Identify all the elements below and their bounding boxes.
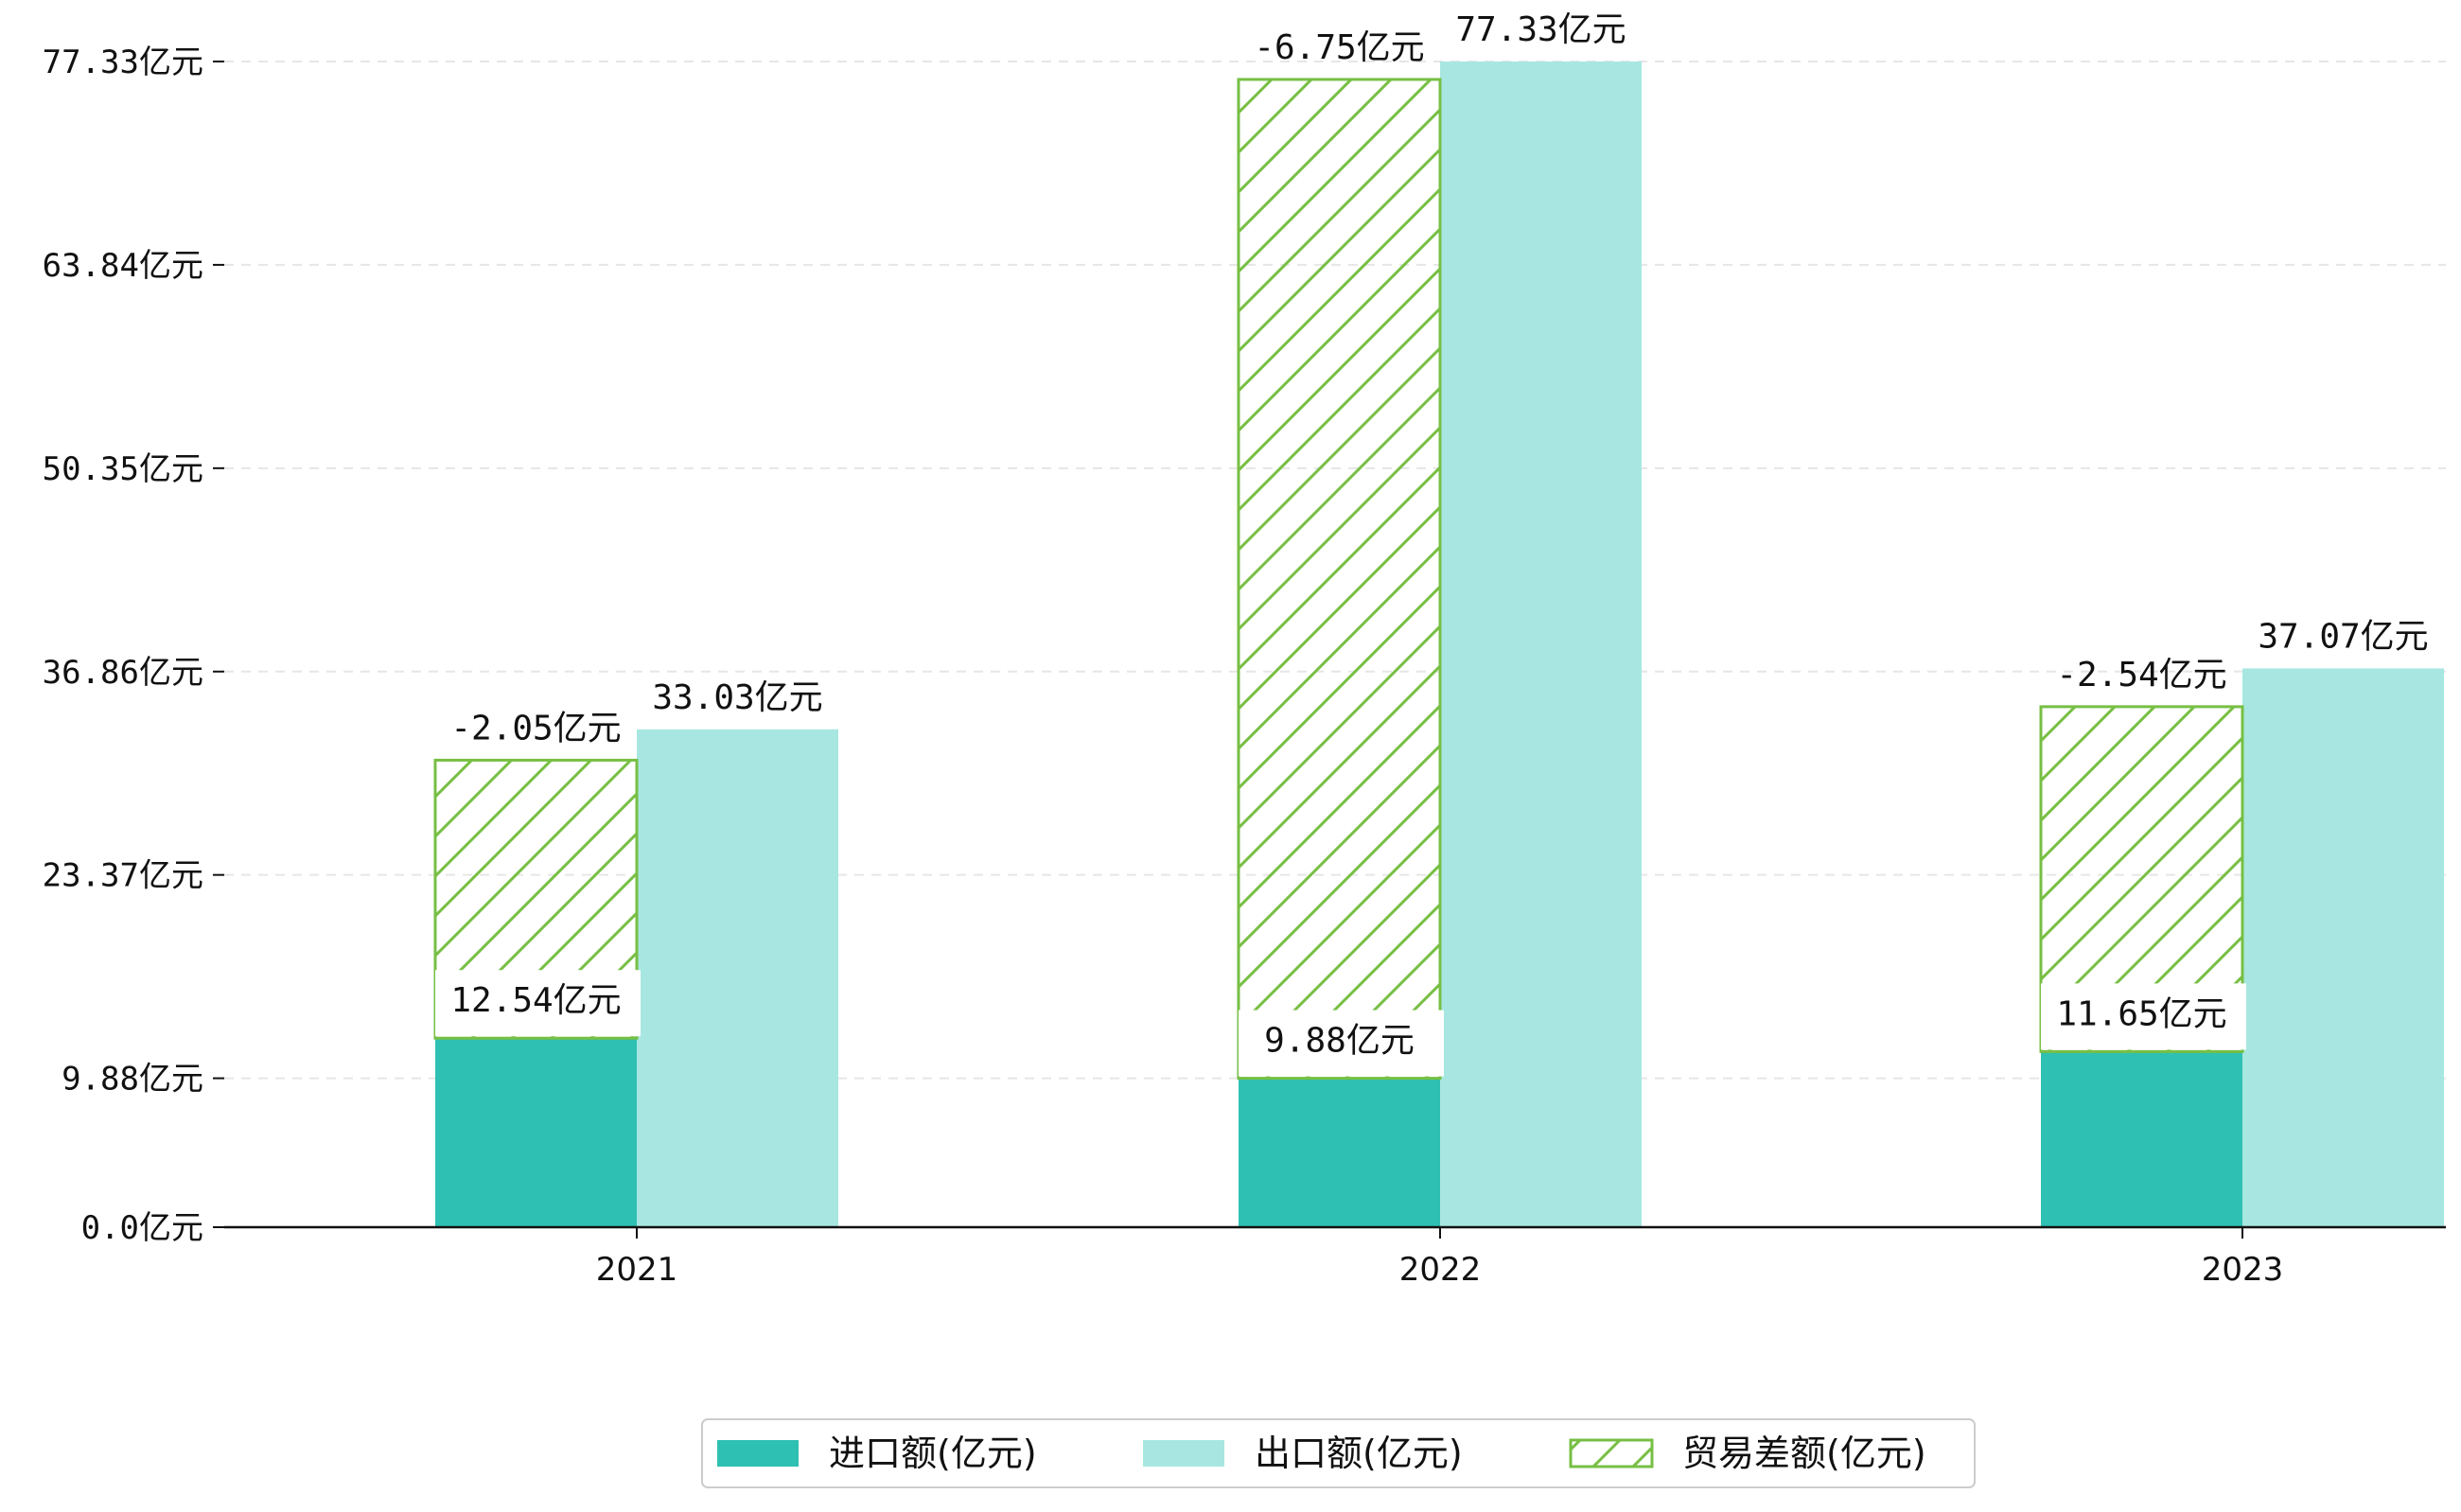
y-tick-label: 77.33亿元: [43, 44, 203, 81]
import-label-bg: [435, 970, 641, 1037]
legend-swatch: [1143, 1440, 1224, 1467]
export-data-label: 33.03亿元: [652, 678, 822, 717]
export-data-label: 37.07亿元: [2258, 617, 2428, 656]
import-label-bg: [2041, 983, 2246, 1050]
legend-box: [701, 1418, 1976, 1488]
y-tick-label: 9.88亿元: [62, 1061, 203, 1099]
y-tick-label: 63.84亿元: [43, 247, 203, 285]
export-bar: [1440, 62, 1642, 1227]
legend-label: 贸易差额(亿元): [1682, 1433, 1926, 1474]
trade-balance-data-label: -2.05亿元: [450, 709, 621, 747]
x-tick-label: 2021: [596, 1251, 678, 1289]
import-label-bg: [1239, 1010, 1444, 1077]
legend-swatch: [1569, 1438, 1654, 1468]
export-bar: [637, 729, 838, 1227]
legend-label: 进口额(亿元): [829, 1433, 1037, 1474]
legend-swatch: [717, 1440, 799, 1467]
import-bar: [435, 1038, 637, 1227]
import-data-label: 12.54亿元: [450, 981, 621, 1020]
y-tick-label: 0.0亿元: [81, 1209, 203, 1247]
export-bar: [2242, 668, 2444, 1227]
x-tick-label: 2022: [1399, 1251, 1482, 1289]
import-data-label: 11.65亿元: [2056, 994, 2226, 1033]
x-tick-label: 2023: [2202, 1251, 2284, 1289]
trade-balance-data-label: -2.54亿元: [2056, 656, 2226, 694]
y-tick-label: 36.86亿元: [43, 654, 203, 692]
y-tick-label: 50.35亿元: [43, 450, 203, 488]
export-data-label: 77.33亿元: [1455, 10, 1626, 49]
trade-balance-bar: [1237, 78, 1442, 1081]
trade-balance-data-label: -6.75亿元: [1254, 28, 1424, 67]
legend-label: 出口额(亿元): [1255, 1433, 1463, 1474]
data-labels: 12.54亿元 33.03亿元 -2.05亿元 9.88亿元 77.33亿元 -6.75亿…: [435, 10, 2429, 1077]
axes: 0.0亿元 9.88亿元 23.37亿元 36.86亿元 50.35亿元 63.84亿元 7…: [43, 44, 2446, 1289]
import-data-label: 9.88亿元: [1264, 1022, 1415, 1061]
y-tick-label: 23.37亿元: [43, 857, 203, 895]
import-bar: [1239, 1078, 1440, 1227]
import-bar: [2041, 1051, 2242, 1227]
legend: 进口额(亿元) 出口额(亿元) 贸易差额(亿元): [701, 1418, 1976, 1488]
